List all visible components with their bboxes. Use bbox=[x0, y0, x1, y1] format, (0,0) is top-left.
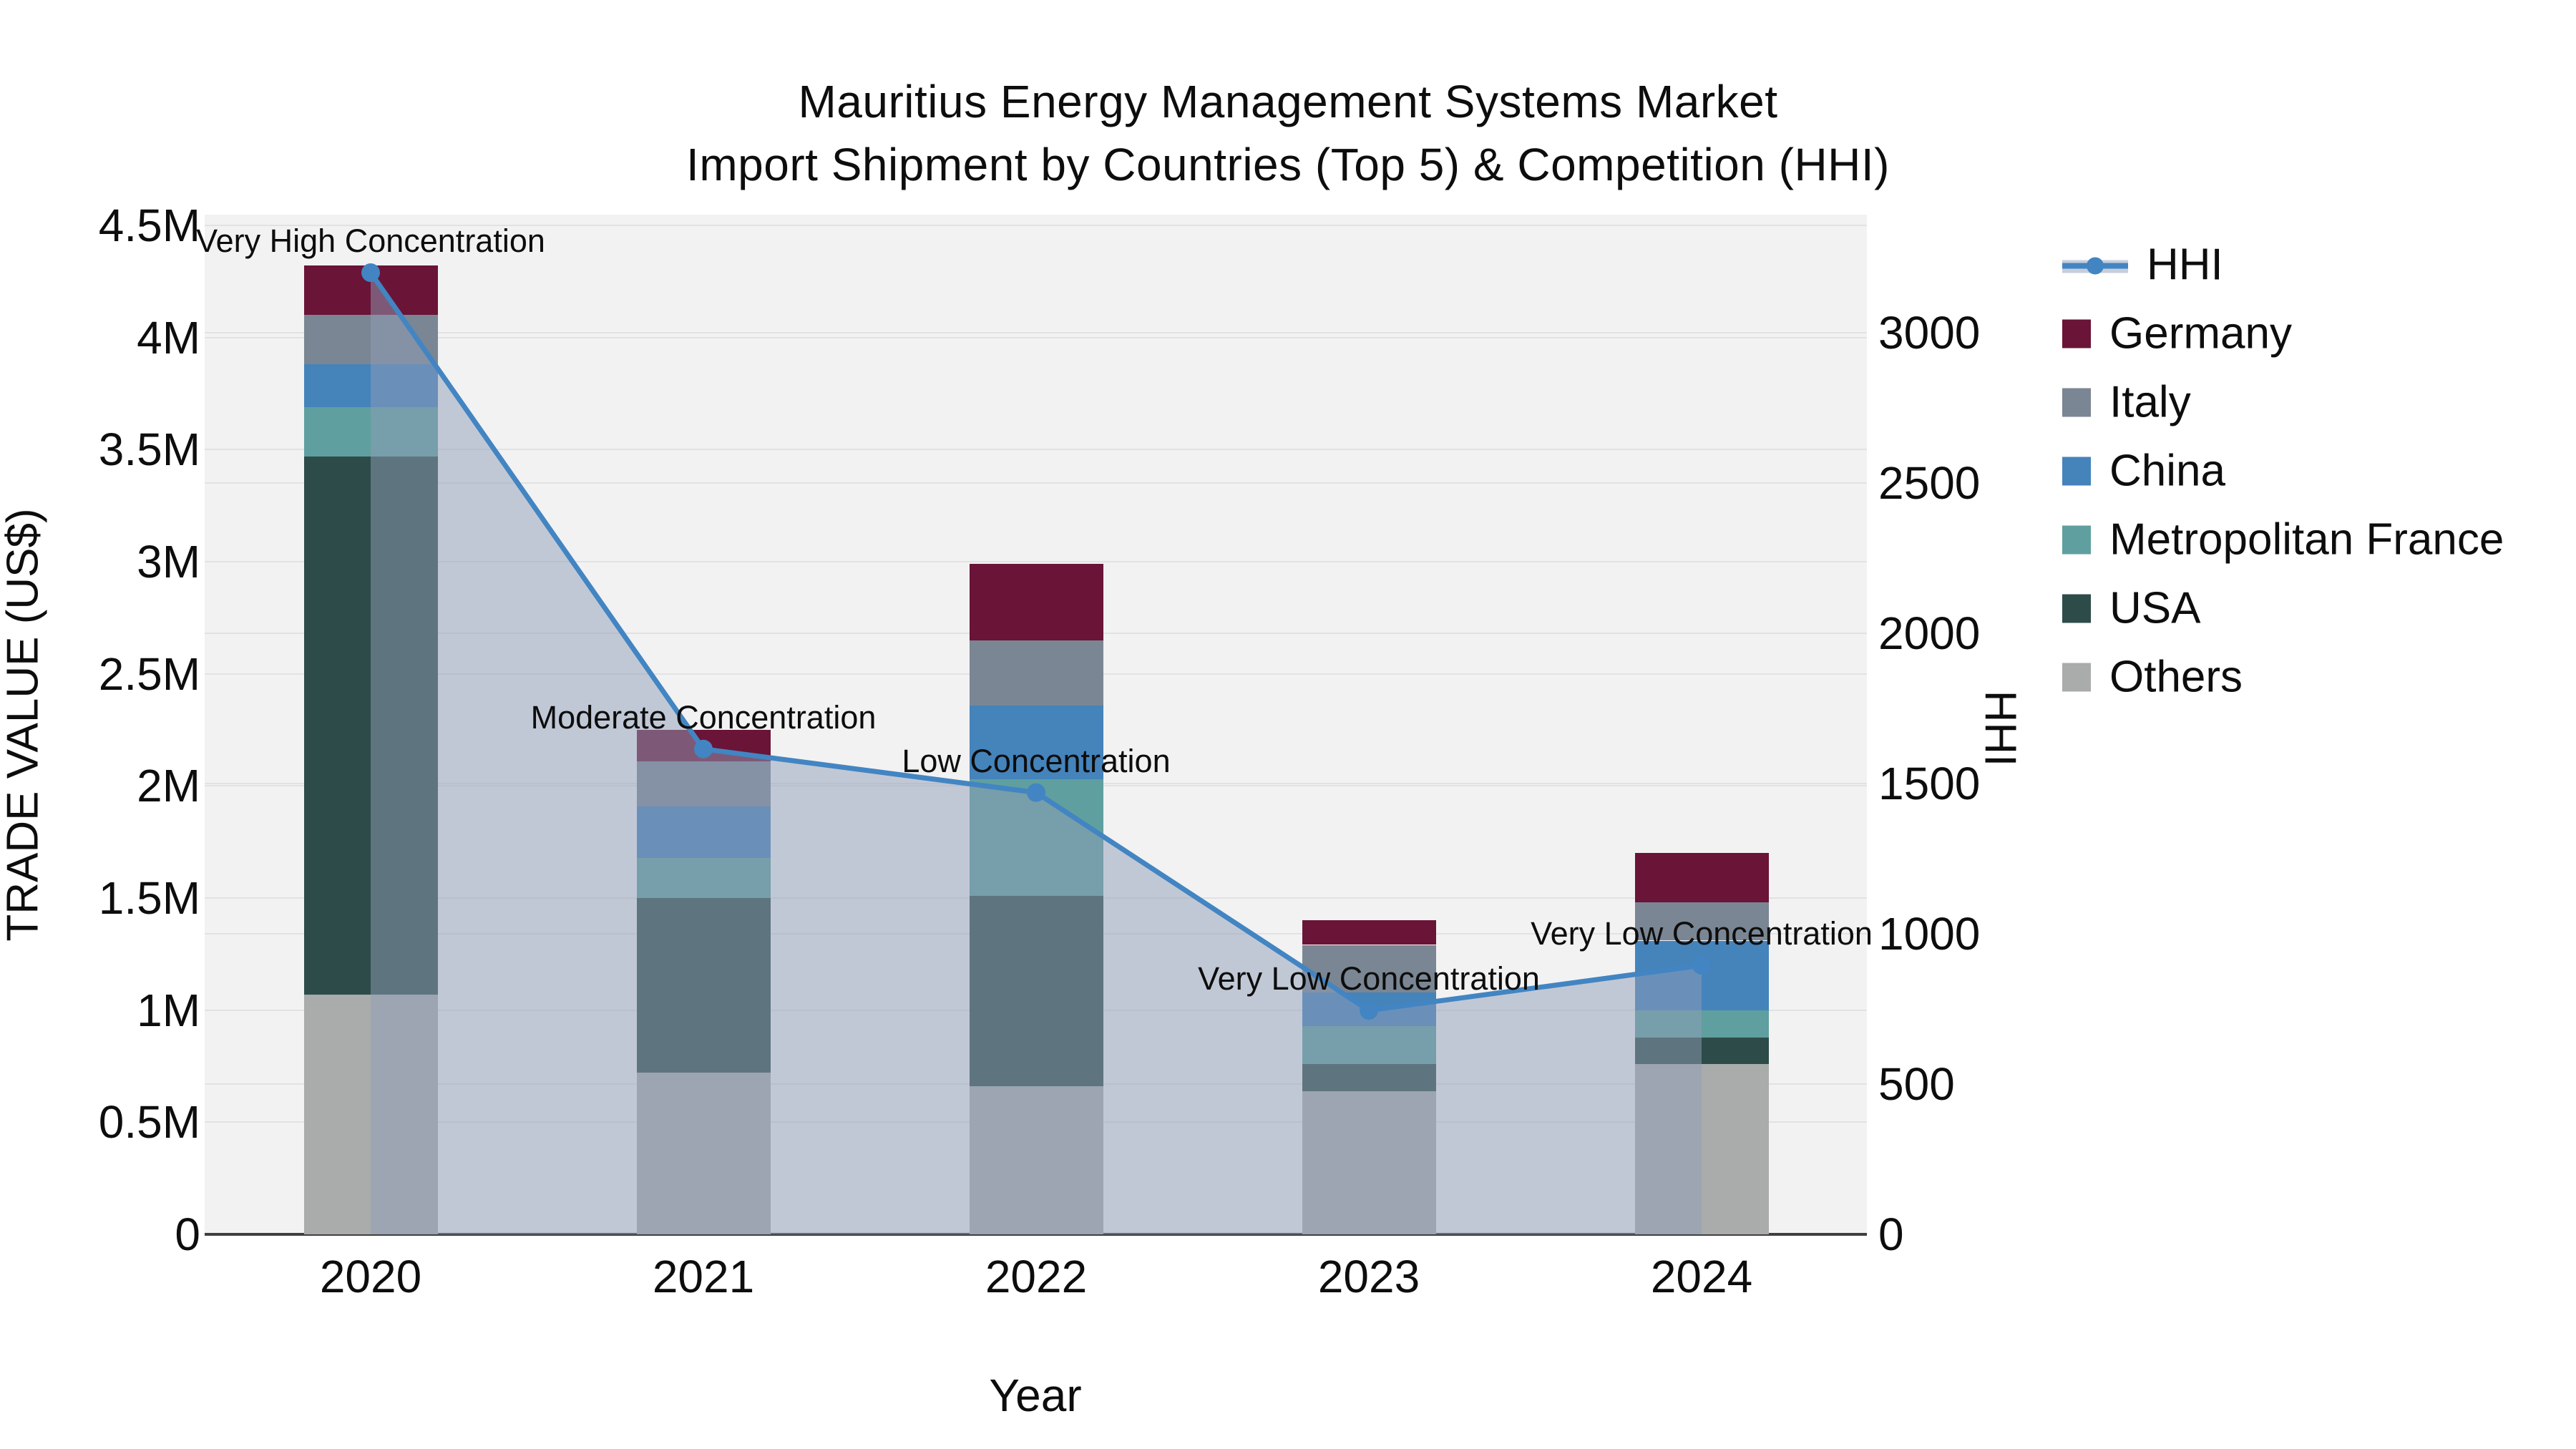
legend-swatch-italy bbox=[2062, 388, 2091, 416]
legend-label: Others bbox=[2109, 652, 2243, 702]
hhi-marker-2024 bbox=[1692, 956, 1711, 975]
gridline-left-axis bbox=[205, 561, 1867, 562]
bar-segment-germany-2022 bbox=[970, 564, 1103, 640]
x-axis-tick-2023: 2023 bbox=[1317, 1251, 1420, 1302]
annotation-2021: Moderate Concentration bbox=[530, 698, 877, 736]
legend-item-germany[interactable]: Germany bbox=[2062, 308, 2292, 359]
x-axis-tick-2022: 2022 bbox=[985, 1251, 1088, 1302]
legend-label: USA bbox=[2109, 583, 2201, 633]
legend-swatch-usa bbox=[2062, 594, 2091, 623]
legend-item-hhi[interactable]: HHI bbox=[2062, 240, 2223, 291]
y-axis-tick-left-4M: 4M bbox=[137, 312, 200, 364]
legend-swatch-china bbox=[2062, 457, 2091, 485]
hhi-marker-2020 bbox=[361, 263, 380, 283]
annotation-2023: Very Low Concentration bbox=[1198, 960, 1540, 997]
x-axis-tick-2024: 2024 bbox=[1650, 1251, 1753, 1302]
y-axis-tick-right-1000: 1000 bbox=[1878, 908, 1981, 960]
y-axis-tick-left-3.5M: 3.5M bbox=[98, 424, 200, 475]
gridline-left-axis bbox=[205, 337, 1867, 338]
y-axis-tick-left-1.5M: 1.5M bbox=[98, 872, 200, 924]
x-axis-line bbox=[205, 1233, 1867, 1236]
x-axis-title: Year bbox=[989, 1370, 1082, 1421]
hhi-marker-2022 bbox=[1027, 783, 1045, 802]
legend-item-italy[interactable]: Italy bbox=[2062, 377, 2191, 428]
legend-swatch-germany bbox=[2062, 319, 2091, 348]
y-axis-tick-left-3M: 3M bbox=[137, 536, 200, 587]
y-axis-tick-left-0: 0 bbox=[175, 1209, 200, 1260]
hhi-line-layer bbox=[361, 263, 1711, 1234]
x-axis-tick-2021: 2021 bbox=[652, 1251, 755, 1302]
legend-label: Italy bbox=[2109, 377, 2191, 427]
legend-label: China bbox=[2109, 446, 2225, 496]
hhi-marker-swatch bbox=[2087, 257, 2104, 274]
y-axis-tick-left-4.5M: 4.5M bbox=[98, 200, 200, 251]
chart-title-line2: Import Shipment by Countries (Top 5) & C… bbox=[686, 139, 1890, 190]
legend-item-metropolitan-france[interactable]: Metropolitan France bbox=[2062, 514, 2504, 565]
hhi-line-legend-key-icon bbox=[2062, 254, 2128, 275]
gridline-left-axis bbox=[205, 225, 1867, 226]
x-axis-tick-2020: 2020 bbox=[319, 1251, 422, 1302]
y-axis-tick-left-0.5M: 0.5M bbox=[98, 1096, 200, 1148]
annotation-2020: Very High Concentration bbox=[196, 223, 545, 260]
legend-item-china[interactable]: China bbox=[2062, 446, 2225, 497]
bar-segment-germany-2024 bbox=[1635, 853, 1769, 902]
bar-segment-china-2022 bbox=[970, 706, 1103, 779]
y-axis-tick-right-2500: 2500 bbox=[1878, 457, 1981, 509]
bar-segment-italy-2022 bbox=[970, 640, 1103, 706]
y-axis-tick-right-2000: 2000 bbox=[1878, 608, 1981, 659]
hhi-marker-2021 bbox=[694, 739, 713, 758]
gridline-left-axis bbox=[205, 449, 1867, 450]
y-axis-tick-right-0: 0 bbox=[1878, 1209, 1904, 1260]
hhi-marker-2023 bbox=[1360, 1001, 1378, 1020]
annotation-2022: Low Concentration bbox=[902, 742, 1171, 779]
y-axis-title-left: TRADE VALUE (US$) bbox=[0, 508, 48, 942]
y-axis-tick-left-2M: 2M bbox=[137, 760, 200, 811]
y-axis-tick-right-500: 500 bbox=[1878, 1058, 1955, 1110]
chart-title: Mauritius Energy Management Systems Mark… bbox=[0, 70, 2576, 196]
y-axis-tick-right-3000: 3000 bbox=[1878, 307, 1981, 358]
gridline-right-axis bbox=[205, 482, 1867, 484]
y-axis-tick-right-1500: 1500 bbox=[1878, 758, 1981, 809]
y-axis-title-right: HHI bbox=[1975, 690, 2025, 767]
chart-title-line1: Mauritius Energy Management Systems Mark… bbox=[798, 76, 1778, 127]
gridline-right-axis bbox=[205, 332, 1867, 333]
legend-label: Germany bbox=[2109, 308, 2292, 358]
bar-segment-germany-2023 bbox=[1302, 920, 1436, 945]
legend-label: HHI bbox=[2147, 240, 2223, 290]
y-axis-tick-left-2.5M: 2.5M bbox=[98, 648, 200, 700]
legend-swatch-others bbox=[2062, 663, 2091, 691]
legend-label: Metropolitan France bbox=[2109, 514, 2504, 565]
y-axis-tick-left-1M: 1M bbox=[137, 985, 200, 1036]
legend-item-usa[interactable]: USA bbox=[2062, 583, 2200, 634]
annotation-2024: Very Low Concentration bbox=[1531, 915, 1873, 952]
legend-item-others[interactable]: Others bbox=[2062, 652, 2243, 703]
legend-swatch-metropolitan-france bbox=[2062, 525, 2091, 554]
bar-segment-italy-2024 bbox=[1635, 902, 1769, 940]
hhi-area-fill bbox=[371, 273, 1702, 1234]
